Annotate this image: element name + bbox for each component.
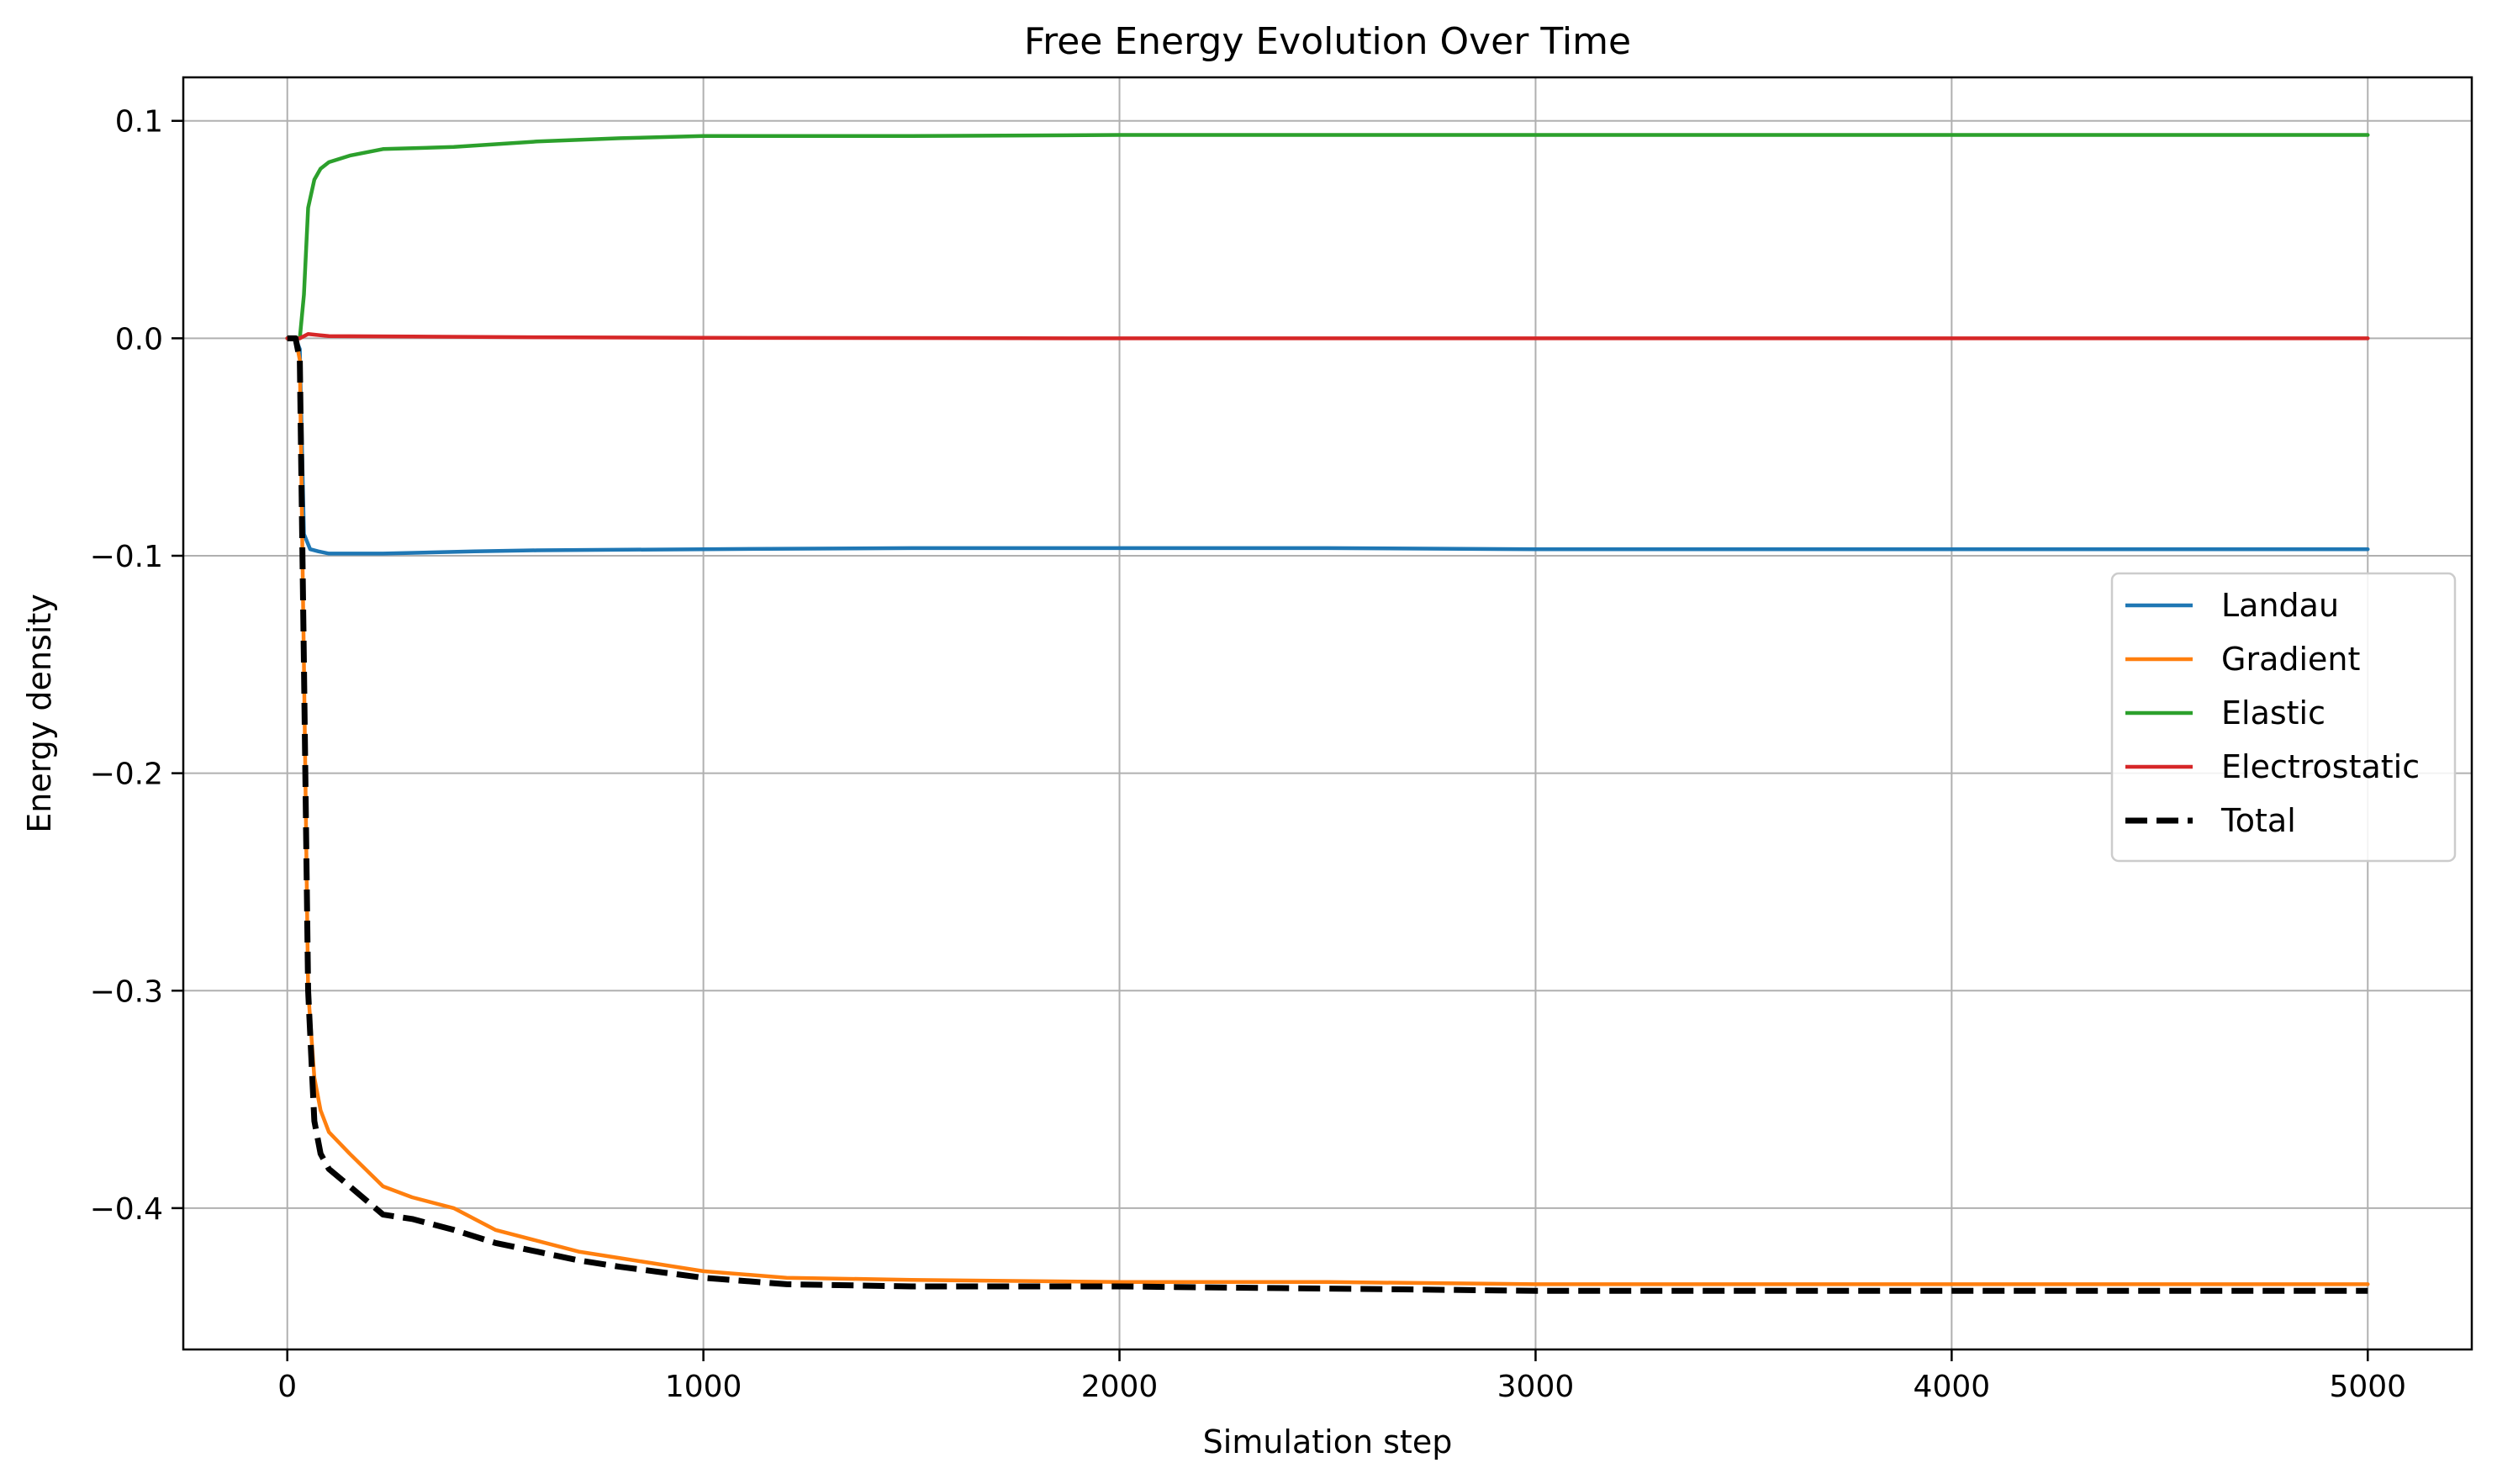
y-tick-label: 0.0 (115, 322, 163, 356)
x-tick-label: 2000 (1081, 1370, 1159, 1404)
legend-label-electrostatic: Electrostatic (2221, 748, 2420, 785)
plot-frame (182, 76, 2473, 1351)
chart-title: Free Energy Evolution Over Time (1024, 20, 1631, 63)
ticks: 0 1000 2000 3000 4000 5000 −0.4 −0.3 −0.2 −0.1 0.0… (90, 105, 2407, 1404)
legend-label-landau: Landau (2221, 587, 2339, 624)
y-tick-label: −0.4 (90, 1192, 163, 1227)
series-line-elastic (285, 133, 2370, 341)
y-tick-label: −0.3 (90, 974, 163, 1009)
x-axis-label: Simulation step (1203, 1423, 1453, 1460)
y-tick-label: −0.1 (90, 540, 163, 574)
x-tick-label: 5000 (2329, 1370, 2406, 1404)
x-tick-label: 4000 (1914, 1370, 1991, 1404)
series-line-total (287, 335, 2368, 1294)
series-line-electrostatic (285, 331, 2370, 341)
y-tick-label: 0.1 (115, 105, 163, 140)
x-tick-label: 0 (277, 1370, 297, 1404)
x-tick-label: 1000 (665, 1370, 742, 1404)
series-layer (285, 133, 2370, 1294)
y-tick-label: −0.2 (90, 758, 163, 792)
legend-label-gradient: Gradient (2221, 641, 2360, 678)
x-tick-label: 3000 (1497, 1370, 1575, 1404)
legend-box (2110, 572, 2457, 863)
legend-label-elastic: Elastic (2221, 694, 2325, 731)
legend: Landau Gradient Elastic Electrostatic Total (2110, 572, 2457, 863)
y-axis-label: Energy density (21, 594, 58, 832)
legend-label-total: Total (2220, 802, 2296, 839)
